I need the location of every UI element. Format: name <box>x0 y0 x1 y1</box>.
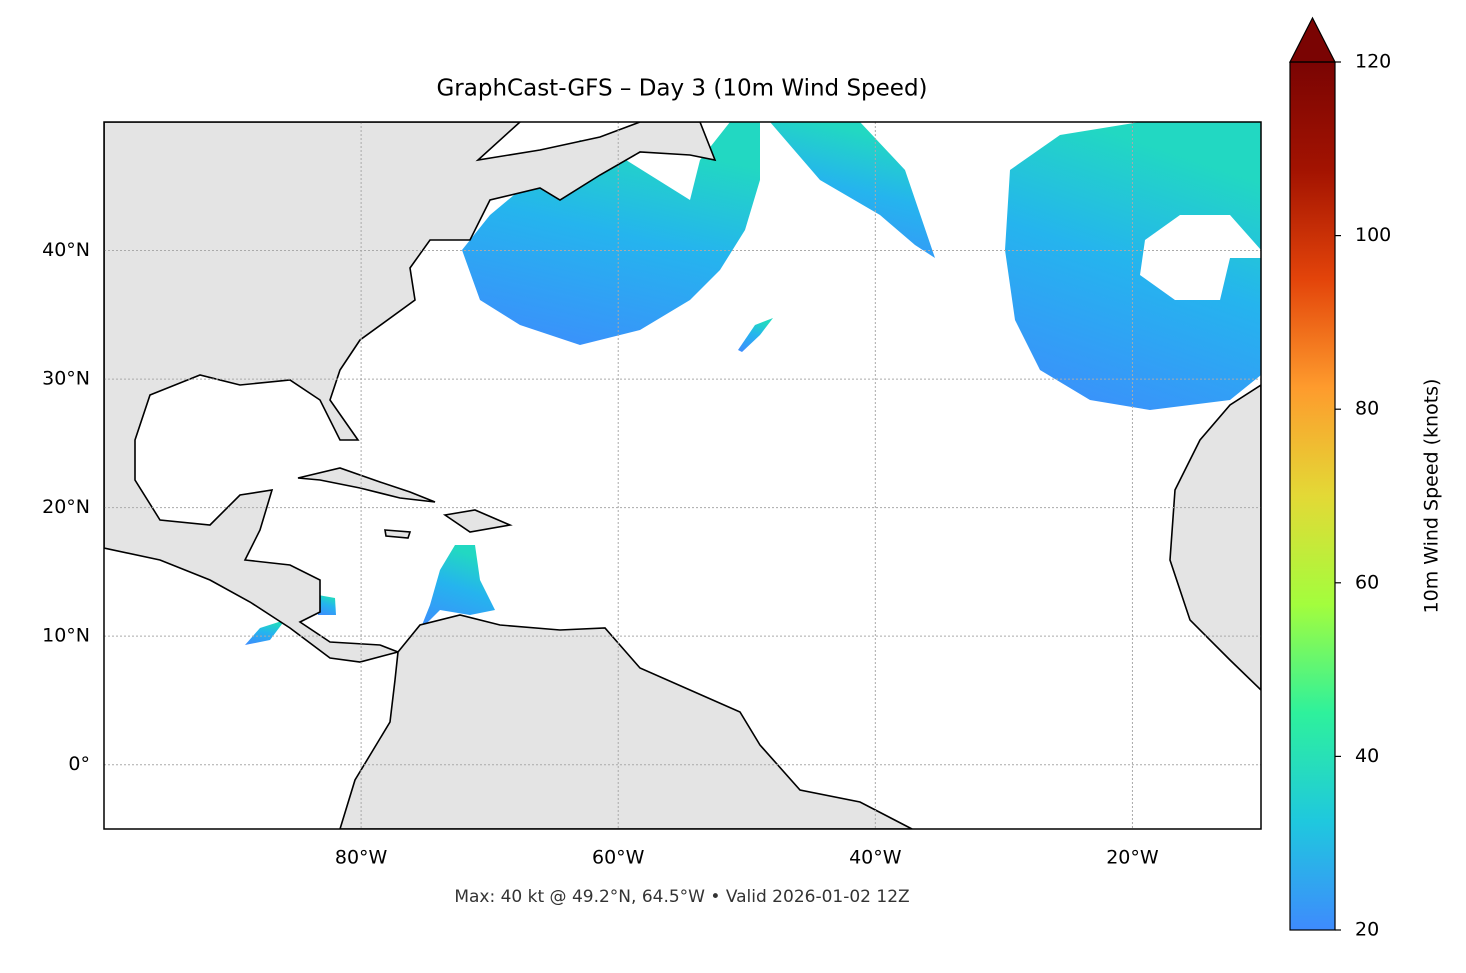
plot-frame <box>103 121 1262 830</box>
colorbar-tick-label: 40 <box>1355 745 1379 767</box>
map-area <box>104 122 1261 829</box>
colorbar-tick-label: 80 <box>1355 398 1379 420</box>
y-tick-label: 10°N <box>42 625 90 647</box>
x-tick-label: 40°W <box>849 847 902 869</box>
y-tick-label: 40°N <box>42 239 90 261</box>
footnote: Max: 40 kt @ 49.2°N, 64.5°W • Valid 2026… <box>454 887 909 907</box>
colorbar-ramp <box>1290 62 1335 930</box>
colorbar-tick-label: 100 <box>1355 224 1391 246</box>
x-tick-label: 20°W <box>1106 847 1159 869</box>
chart-title: GraphCast-GFS – Day 3 (10m Wind Speed) <box>436 76 927 102</box>
graticule <box>104 122 1261 829</box>
land <box>104 122 1261 829</box>
x-tick-label: 60°W <box>592 847 645 869</box>
colorbar-tick-label: 20 <box>1355 919 1379 941</box>
colorbar-tick-label: 60 <box>1355 571 1379 593</box>
colorbar-label: 10m Wind Speed (knots) <box>1421 379 1443 614</box>
y-tick-label: 20°N <box>42 496 90 518</box>
colorbar: 20 40 60 80 100 120 10m Wind Speed (knots) <box>1289 16 1443 941</box>
x-tick-label: 80°W <box>335 847 388 869</box>
y-tick-label: 0° <box>68 753 90 775</box>
colorbar-frame <box>1289 61 1336 931</box>
colorbar-extend <box>1289 16 1336 63</box>
y-tick-label: 30°N <box>42 368 90 390</box>
colorbar-tick-label: 120 <box>1355 51 1391 73</box>
